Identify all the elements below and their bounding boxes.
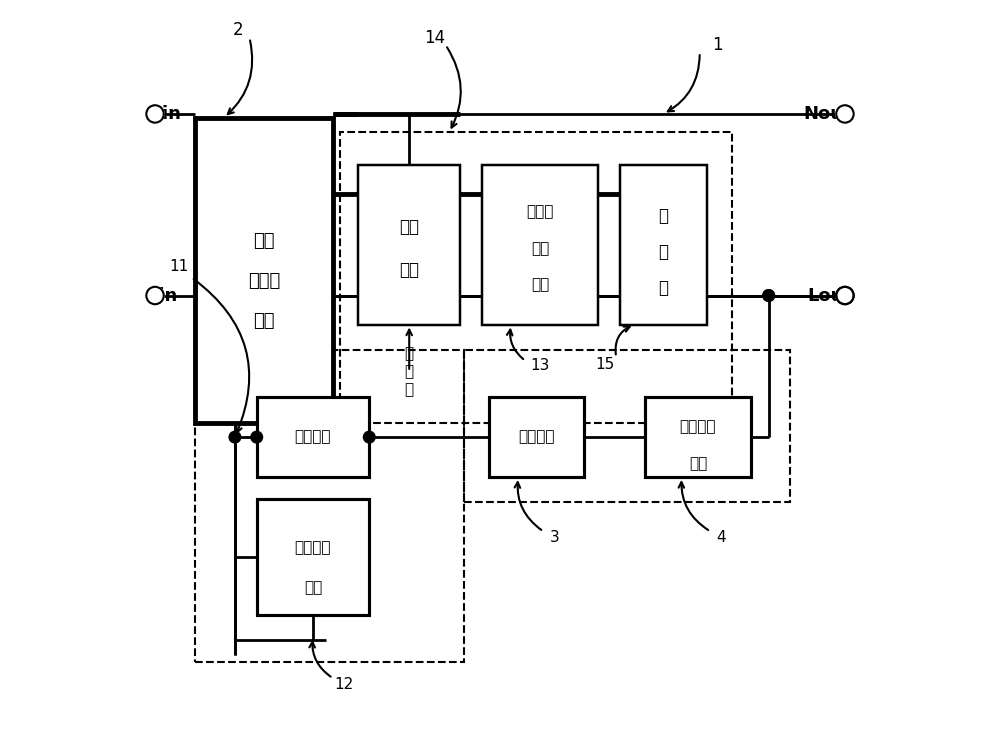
Text: 3: 3	[550, 530, 559, 545]
Circle shape	[836, 286, 854, 304]
Text: 11: 11	[169, 259, 189, 274]
FancyBboxPatch shape	[257, 499, 369, 615]
FancyBboxPatch shape	[489, 397, 584, 477]
Text: 13: 13	[530, 359, 550, 373]
Text: Lout: Lout	[807, 286, 852, 305]
Text: 调整: 调整	[399, 217, 419, 235]
Circle shape	[836, 105, 854, 122]
Text: 电压检出: 电压检出	[295, 540, 331, 555]
Text: 器: 器	[658, 279, 668, 297]
Text: 12: 12	[334, 677, 353, 692]
FancyBboxPatch shape	[620, 165, 707, 324]
Text: Nin: Nin	[148, 105, 182, 123]
Text: 14: 14	[424, 28, 445, 47]
Text: 继电器: 继电器	[526, 205, 554, 219]
Text: 单元: 单元	[304, 580, 322, 595]
Text: 限流电阻: 限流电阻	[295, 429, 331, 445]
FancyBboxPatch shape	[257, 397, 369, 477]
FancyBboxPatch shape	[645, 397, 751, 477]
Circle shape	[836, 286, 854, 304]
Text: 号: 号	[405, 383, 414, 397]
Text: Nout: Nout	[804, 105, 852, 123]
Text: 控制: 控制	[531, 241, 549, 256]
Text: 电: 电	[658, 243, 668, 261]
FancyBboxPatch shape	[195, 117, 333, 423]
Text: 15: 15	[596, 357, 615, 372]
Text: 单元: 单元	[253, 312, 275, 330]
Circle shape	[229, 432, 241, 443]
Circle shape	[763, 289, 775, 301]
Text: 继: 继	[658, 206, 668, 225]
Text: Lin: Lin	[148, 286, 178, 305]
FancyBboxPatch shape	[482, 165, 598, 324]
Circle shape	[251, 432, 263, 443]
Text: 输入级: 输入级	[248, 272, 280, 290]
Text: 单元: 单元	[689, 456, 707, 472]
Circle shape	[363, 432, 375, 443]
Text: 熔丝单元: 熔丝单元	[518, 429, 555, 445]
Text: 限流电阻: 限流电阻	[680, 418, 716, 434]
Text: 单元: 单元	[399, 261, 419, 279]
Text: 单元: 单元	[531, 277, 549, 292]
Text: 4: 4	[717, 530, 726, 545]
Circle shape	[763, 289, 775, 301]
FancyBboxPatch shape	[358, 165, 460, 324]
Text: 光: 光	[405, 346, 414, 361]
Circle shape	[146, 286, 164, 304]
Circle shape	[146, 105, 164, 122]
Text: 信: 信	[405, 364, 414, 379]
Text: 1: 1	[713, 36, 723, 54]
Text: 电源: 电源	[253, 232, 275, 250]
Text: 2: 2	[233, 21, 244, 39]
